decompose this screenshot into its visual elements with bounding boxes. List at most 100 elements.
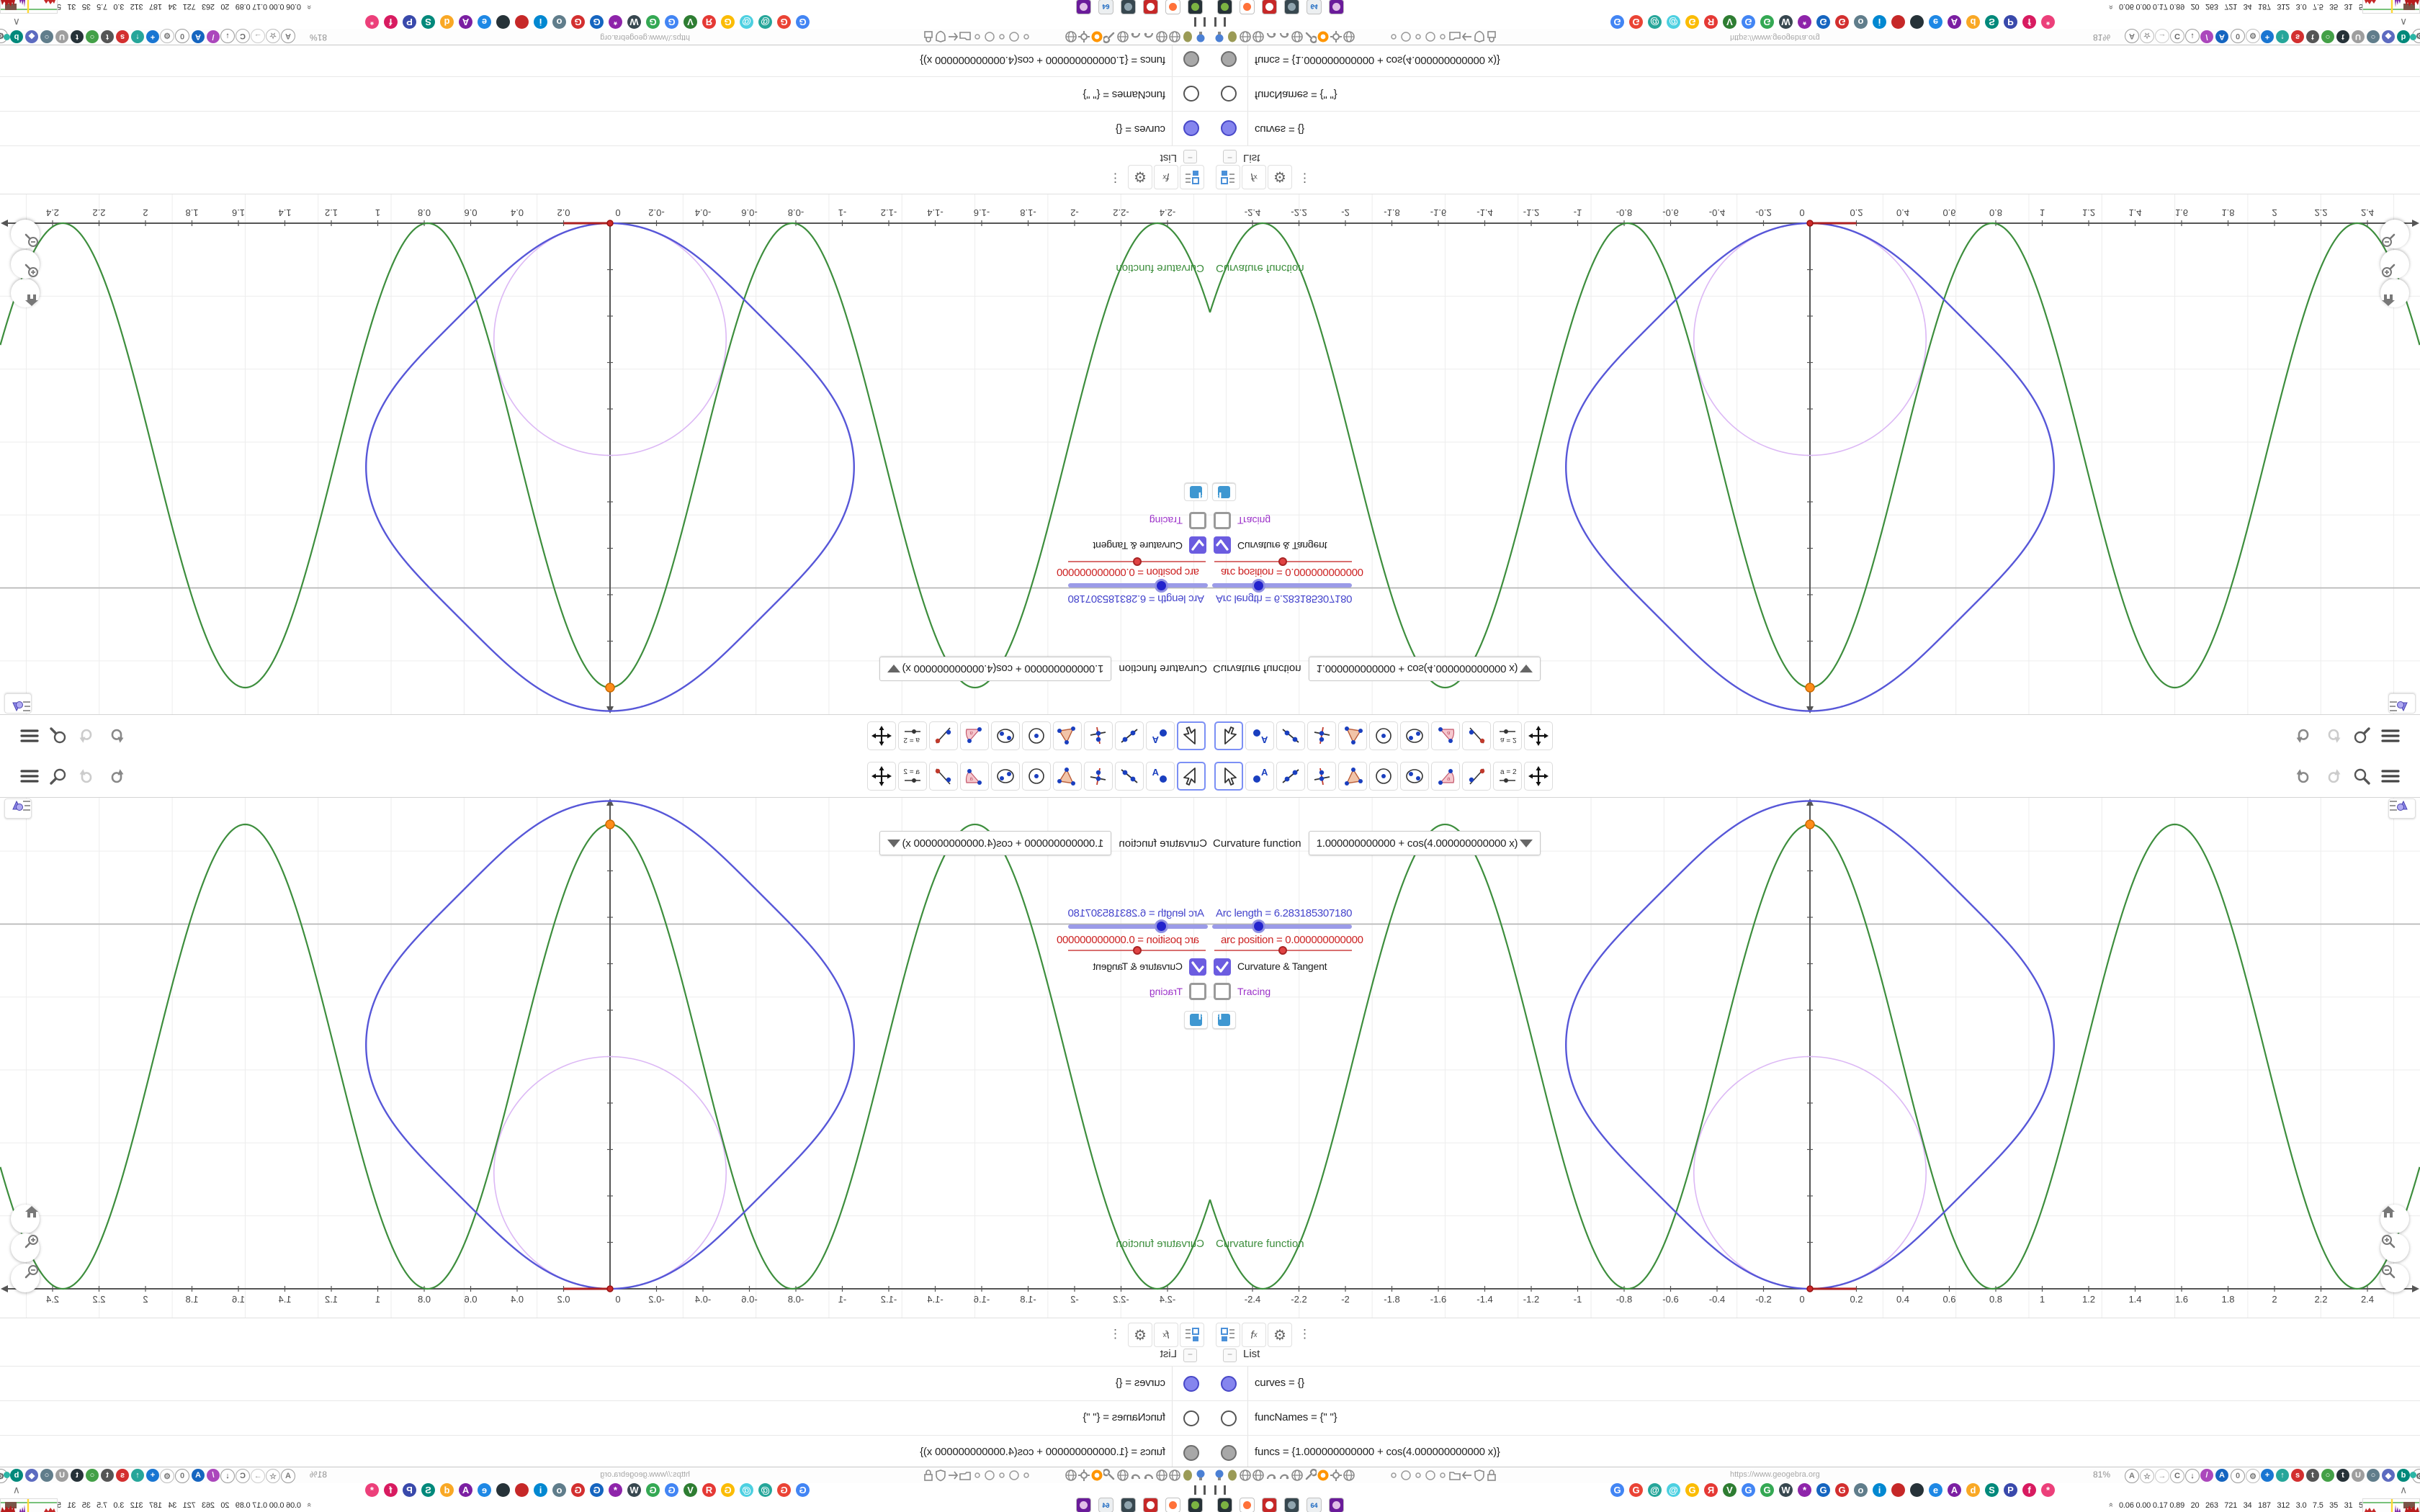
favicon[interactable]: G [1629, 15, 1643, 29]
zoom-out-button[interactable] [11, 220, 40, 248]
arc-length-slider[interactable] [1212, 924, 1352, 929]
taskbar-app-terminal[interactable] [1217, 1498, 1232, 1512]
shield-icon[interactable] [934, 30, 947, 43]
dot-icon[interactable] [995, 1469, 1008, 1482]
algebra-row[interactable]: funcNames = {" "} [0, 1400, 1210, 1436]
extension-icon[interactable]: ☆ [266, 1469, 280, 1483]
favicon[interactable]: G [1835, 15, 1849, 29]
hook-icon[interactable] [1278, 30, 1291, 43]
curvature-function-dropdown[interactable]: 1.000000000000 + cos(4.000000000000 x) [1308, 831, 1541, 855]
tool-perpendicular-line[interactable] [1084, 721, 1113, 750]
tool-slider[interactable]: a = 2 [898, 721, 927, 750]
favicon[interactable]: @ [758, 1483, 772, 1497]
favicon[interactable]: d [440, 15, 454, 29]
kebab-menu-icon[interactable]: ⋮ [1294, 166, 1317, 189]
back-arrow-icon[interactable] [946, 30, 959, 43]
extension-icon[interactable]: A [2125, 1469, 2139, 1483]
favicon[interactable]: A [459, 15, 472, 29]
favicon[interactable]: G [1816, 1483, 1830, 1497]
menu-icon[interactable] [2380, 726, 2401, 746]
favicon[interactable]: @ [1648, 1483, 1662, 1497]
tracing-checkbox[interactable] [1189, 983, 1206, 1000]
extension-icon[interactable]: → [2155, 29, 2169, 43]
favicon[interactable]: d [1966, 1483, 1980, 1497]
favicon[interactable]: i [1873, 15, 1886, 29]
extension-icon[interactable]: s [2291, 1469, 2304, 1482]
extension-icon[interactable]: / [207, 30, 220, 43]
folder-icon[interactable] [959, 1469, 972, 1482]
wrench-icon[interactable] [1304, 1469, 1317, 1482]
tool-move-graphics-view[interactable] [867, 721, 896, 750]
dot-icon[interactable] [1387, 1469, 1400, 1482]
extension-icon[interactable]: A [192, 1469, 205, 1482]
split-view-icon[interactable] [1216, 165, 1240, 189]
visibility-toggle[interactable] [1221, 120, 1237, 136]
zoom-in-button[interactable] [11, 1233, 40, 1262]
globe-icon[interactable] [1343, 1469, 1355, 1482]
favicon[interactable]: * [1798, 15, 1811, 29]
curvature-tangent-checkbox[interactable] [1214, 958, 1231, 976]
favicon[interactable]: f [384, 15, 398, 29]
taskbar-app-red-gear[interactable] [1143, 0, 1158, 14]
shield-icon[interactable] [934, 1469, 947, 1482]
redo-icon[interactable] [77, 726, 97, 746]
algebra-row[interactable]: funcNames = {" "} [1210, 1400, 2420, 1436]
taskbar-app-firefox[interactable] [1165, 1498, 1180, 1512]
favicon[interactable]: W [627, 1483, 641, 1497]
gear-icon[interactable] [1330, 30, 1343, 43]
globe-icon[interactable] [1116, 30, 1129, 43]
taskbar-app-firefox[interactable] [1165, 0, 1180, 14]
extension-icon[interactable]: ◆ [2382, 30, 2395, 43]
tool-polygon[interactable] [1338, 721, 1367, 750]
taskbar-app-red-gear[interactable] [1262, 1498, 1277, 1512]
favicon[interactable]: G [665, 1483, 678, 1497]
tool-polygon[interactable] [1053, 721, 1082, 750]
balloon-icon[interactable] [1194, 1469, 1207, 1482]
visibility-toggle[interactable] [1221, 1445, 1237, 1461]
tool-slider[interactable]: a = 2 [898, 762, 927, 791]
extension-icon[interactable]: ○ [86, 1469, 99, 1482]
tool-point[interactable]: A [1146, 721, 1175, 750]
favicon[interactable]: G [1742, 15, 1755, 29]
tool-line[interactable] [1115, 721, 1144, 750]
undo-icon[interactable] [106, 726, 126, 746]
graphics-view[interactable]: -2.4 -2.2 -2 -1.8 -1.6 -1.4 -1.2 -1 -0.8 -0.6 -0.4… [0, 194, 1210, 715]
favicon[interactable]: f [2022, 1483, 2036, 1497]
algebra-row[interactable]: curves = {} [1210, 1366, 2420, 1401]
favicon[interactable]: @ [740, 1483, 753, 1497]
lock-icon[interactable] [922, 1469, 935, 1482]
taskbar-app-purple-app[interactable] [1329, 1498, 1344, 1512]
hook-icon[interactable] [1142, 1469, 1155, 1482]
gear-icon[interactable] [1077, 30, 1090, 43]
gear-icon[interactable]: ⚙ [1268, 1323, 1292, 1347]
extension-icon[interactable]: A [192, 30, 205, 43]
favicon[interactable]: e [1929, 15, 1942, 29]
favicon[interactable]: * [365, 1483, 379, 1497]
favicon[interactable]: G [646, 1483, 660, 1497]
algebra-row[interactable]: funcNames = {" "} [1210, 76, 2420, 112]
extension-icon[interactable]: b [10, 30, 23, 43]
extension-icon[interactable]: U [55, 1469, 68, 1482]
favicon[interactable]: G [796, 15, 810, 29]
favicon[interactable]: S [421, 1483, 435, 1497]
collapse-chevron-icon[interactable]: ∧ [2400, 1484, 2408, 1495]
favicon[interactable]: W [1779, 1483, 1793, 1497]
favicon[interactable]: G [1760, 15, 1774, 29]
undo-icon[interactable] [106, 766, 126, 786]
tool-perpendicular-line[interactable] [1307, 762, 1336, 791]
algebra-row[interactable]: curves = {} [0, 1366, 1210, 1401]
menu-icon[interactable] [19, 726, 40, 746]
tool-line[interactable] [1115, 762, 1144, 791]
hook-icon[interactable] [1265, 30, 1278, 43]
taskbar-app-terminal[interactable] [1188, 1498, 1203, 1512]
tool-polygon[interactable] [1053, 762, 1082, 791]
visibility-toggle[interactable] [1221, 1410, 1237, 1426]
extension-icon[interactable]: ◆ [25, 30, 38, 43]
balloon-icon[interactable] [1194, 30, 1207, 43]
favicon[interactable]: G [1629, 1483, 1643, 1497]
favicon[interactable]: G [1610, 15, 1624, 29]
globe-icon[interactable] [1116, 1469, 1129, 1482]
tool-angle[interactable]: a [1431, 721, 1460, 750]
dot-icon[interactable] [995, 30, 1008, 43]
extension-icon[interactable]: t [71, 1469, 84, 1482]
